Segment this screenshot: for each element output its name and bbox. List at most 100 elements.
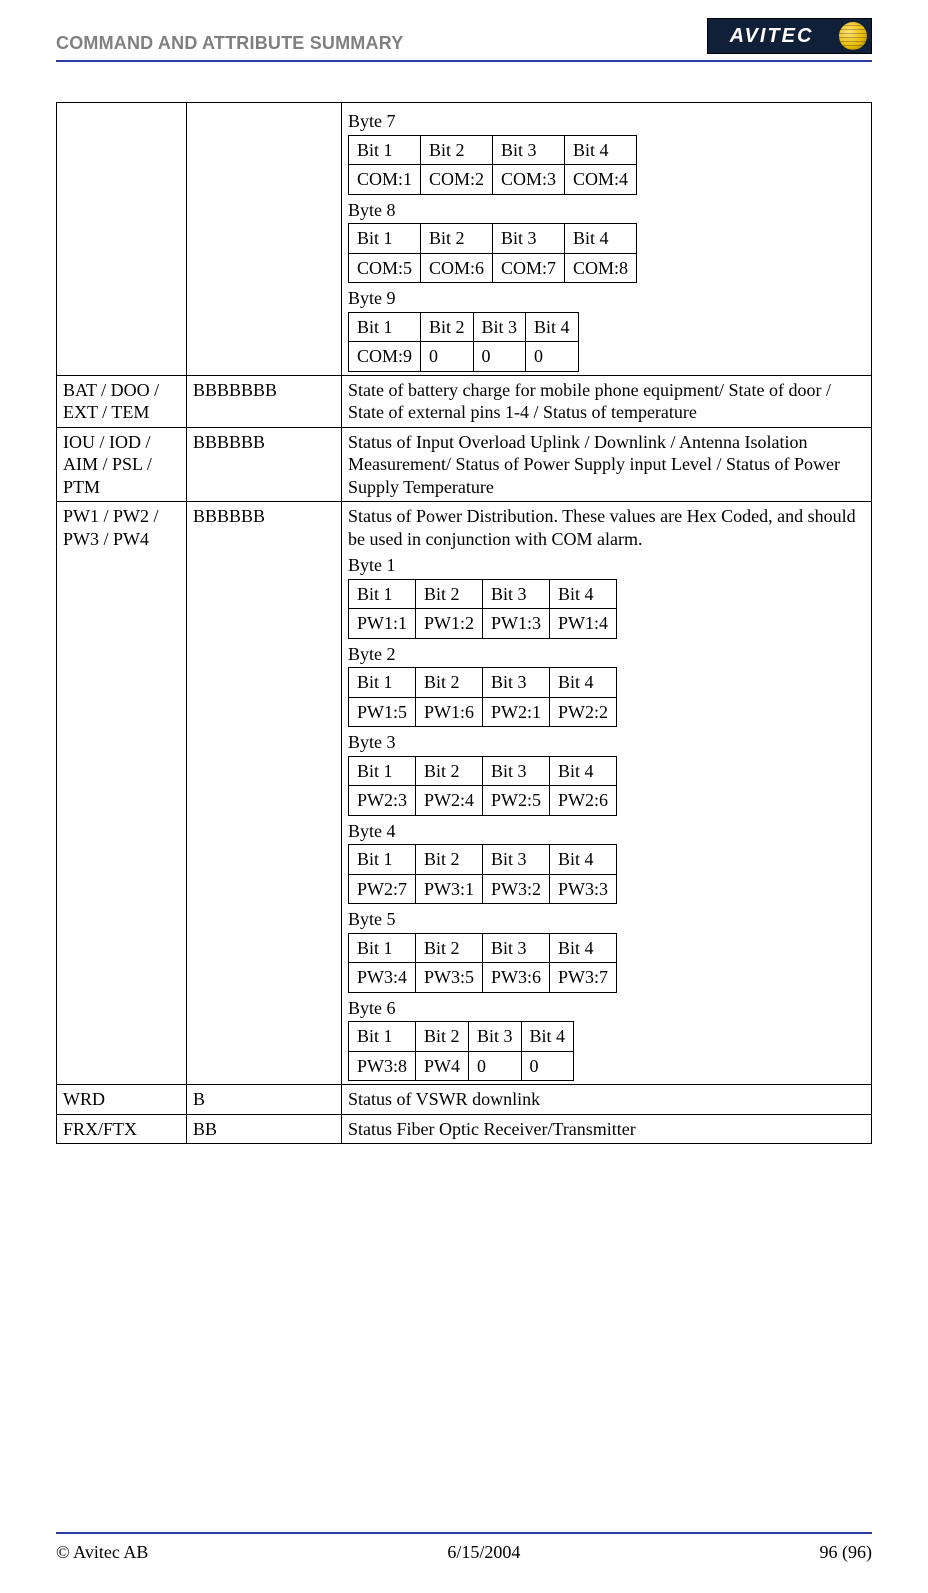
bit-header-cell: Bit 1 — [349, 579, 416, 609]
attr-name-cell: BAT / DOO / EXT / TEM — [57, 375, 187, 427]
bit-value-cell: PW1:5 — [349, 697, 416, 727]
bit-header-cell: Bit 3 — [483, 668, 550, 698]
bit-value-cell: PW1:3 — [483, 609, 550, 639]
table-row: PW1 / PW2 / PW3 / PW4BBBBBBStatus of Pow… — [57, 502, 872, 1085]
bit-header-cell: Bit 2 — [421, 135, 493, 165]
bit-value-cell: PW2:1 — [483, 697, 550, 727]
bit-value-cell: PW2:3 — [349, 786, 416, 816]
bit-header-cell: Bit 2 — [421, 312, 474, 342]
bit-header-cell: Bit 3 — [473, 312, 526, 342]
bit-value-cell: COM:9 — [349, 342, 421, 372]
bit-header-cell: Bit 1 — [349, 1022, 416, 1052]
bit-header-cell: Bit 4 — [550, 668, 617, 698]
bit-header-cell: Bit 3 — [493, 135, 565, 165]
bit-value-cell: PW1:4 — [550, 609, 617, 639]
bit-header-cell: Bit 3 — [469, 1022, 522, 1052]
byte-label: Byte 8 — [348, 199, 865, 222]
bit-value-cell: COM:5 — [349, 253, 421, 283]
bit-header-cell: Bit 1 — [349, 668, 416, 698]
byte-label: Byte 7 — [348, 110, 865, 133]
bit-value-cell: PW2:6 — [550, 786, 617, 816]
byte-label: Byte 2 — [348, 643, 865, 666]
bits-table: Bit 1Bit 2Bit 3Bit 4PW1:5PW1:6PW2:1PW2:2 — [348, 667, 617, 727]
bit-value-cell: 0 — [469, 1051, 522, 1081]
bit-header-cell: Bit 3 — [483, 756, 550, 786]
bit-header-cell: Bit 1 — [349, 312, 421, 342]
bit-value-cell: COM:3 — [493, 165, 565, 195]
attr-code-cell: B — [187, 1085, 342, 1115]
bit-header-cell: Bit 4 — [550, 933, 617, 963]
footer-center: 6/15/2004 — [447, 1542, 520, 1563]
bit-header-cell: Bit 3 — [483, 845, 550, 875]
summary-table: Byte 7Bit 1Bit 2Bit 3Bit 4COM:1COM:2COM:… — [56, 102, 872, 1144]
attr-code-cell: BB — [187, 1114, 342, 1144]
bit-header-cell: Bit 2 — [416, 845, 483, 875]
bit-value-cell: PW3:7 — [550, 963, 617, 993]
bit-header-cell: Bit 1 — [349, 135, 421, 165]
bit-header-cell: Bit 1 — [349, 756, 416, 786]
bit-value-cell: COM:2 — [421, 165, 493, 195]
bits-table: Bit 1Bit 2Bit 3Bit 4COM:5COM:6COM:7COM:8 — [348, 223, 637, 283]
attr-desc-cell: Status of VSWR downlink — [342, 1085, 872, 1115]
bit-header-cell: Bit 2 — [416, 1022, 469, 1052]
bit-value-cell: 0 — [473, 342, 526, 372]
bit-value-cell: 0 — [526, 342, 579, 372]
bit-value-cell: PW3:1 — [416, 874, 483, 904]
bit-header-cell: Bit 4 — [550, 845, 617, 875]
byte-label: Byte 5 — [348, 908, 865, 931]
page-footer: © Avitec AB 6/15/2004 96 (96) — [56, 1532, 872, 1563]
bit-value-cell: PW2:5 — [483, 786, 550, 816]
row-description: Status of VSWR downlink — [348, 1088, 865, 1111]
bit-header-cell: Bit 4 — [550, 756, 617, 786]
attr-code-cell: BBBBBB — [187, 502, 342, 1085]
attr-code-cell: BBBBBB — [187, 427, 342, 502]
bit-header-cell: Bit 2 — [421, 224, 493, 254]
attr-code-cell — [187, 103, 342, 376]
header-divider — [56, 60, 872, 62]
bit-value-cell: PW2:7 — [349, 874, 416, 904]
footer-divider — [56, 1532, 872, 1534]
bits-table: Bit 1Bit 2Bit 3Bit 4 PW2:3PW2:4PW2:5PW2:6 — [348, 756, 617, 816]
bit-header-cell: Bit 4 — [565, 224, 637, 254]
bit-header-cell: Bit 4 — [565, 135, 637, 165]
attr-code-cell: BBBBBBB — [187, 375, 342, 427]
byte-label: Byte 4 — [348, 820, 865, 843]
sun-icon — [839, 22, 867, 50]
bit-value-cell: PW3:8 — [349, 1051, 416, 1081]
bit-value-cell: COM:4 — [565, 165, 637, 195]
bit-value-cell: PW3:4 — [349, 963, 416, 993]
table-row: Byte 7Bit 1Bit 2Bit 3Bit 4COM:1COM:2COM:… — [57, 103, 872, 376]
bit-header-cell: Bit 3 — [483, 933, 550, 963]
attr-name-cell: FRX/FTX — [57, 1114, 187, 1144]
byte-label: Byte 1 — [348, 554, 865, 577]
bit-header-cell: Bit 4 — [521, 1022, 574, 1052]
bit-header-cell: Bit 2 — [416, 579, 483, 609]
bit-value-cell: PW2:4 — [416, 786, 483, 816]
bit-value-cell: COM:1 — [349, 165, 421, 195]
table-row: WRDB Status of VSWR downlink — [57, 1085, 872, 1115]
bit-header-cell: Bit 1 — [349, 224, 421, 254]
bits-table: Bit 1Bit 2Bit 3Bit 4PW2:7PW3:1PW3:2PW3:3 — [348, 844, 617, 904]
bit-value-cell: PW3:6 — [483, 963, 550, 993]
page-header: COMMAND AND ATTRIBUTE SUMMARY AVITEC — [56, 18, 872, 54]
attr-name-cell: WRD — [57, 1085, 187, 1115]
bit-value-cell: PW2:2 — [550, 697, 617, 727]
row-description: Status of Power Distribution. These valu… — [348, 505, 865, 550]
attr-desc-cell: Status Fiber Optic Receiver/Transmitter — [342, 1114, 872, 1144]
bit-header-cell: Bit 1 — [349, 933, 416, 963]
bit-value-cell: PW1:2 — [416, 609, 483, 639]
bit-header-cell: Bit 2 — [416, 933, 483, 963]
bit-value-cell: COM:6 — [421, 253, 493, 283]
logo: AVITEC — [707, 18, 872, 54]
attr-name-cell: PW1 / PW2 / PW3 / PW4 — [57, 502, 187, 1085]
table-row: FRX/FTXBBStatus Fiber Optic Receiver/Tra… — [57, 1114, 872, 1144]
logo-text: AVITEC — [708, 19, 835, 53]
footer-right: 96 (96) — [819, 1542, 872, 1563]
bit-header-cell: Bit 2 — [416, 668, 483, 698]
bit-header-cell: Bit 2 — [416, 756, 483, 786]
row-description: State of battery charge for mobile phone… — [348, 379, 865, 424]
attr-desc-cell: Status of Input Overload Uplink / Downli… — [342, 427, 872, 502]
bit-value-cell: PW3:3 — [550, 874, 617, 904]
attr-desc-cell: State of battery charge for mobile phone… — [342, 375, 872, 427]
attr-name-cell — [57, 103, 187, 376]
